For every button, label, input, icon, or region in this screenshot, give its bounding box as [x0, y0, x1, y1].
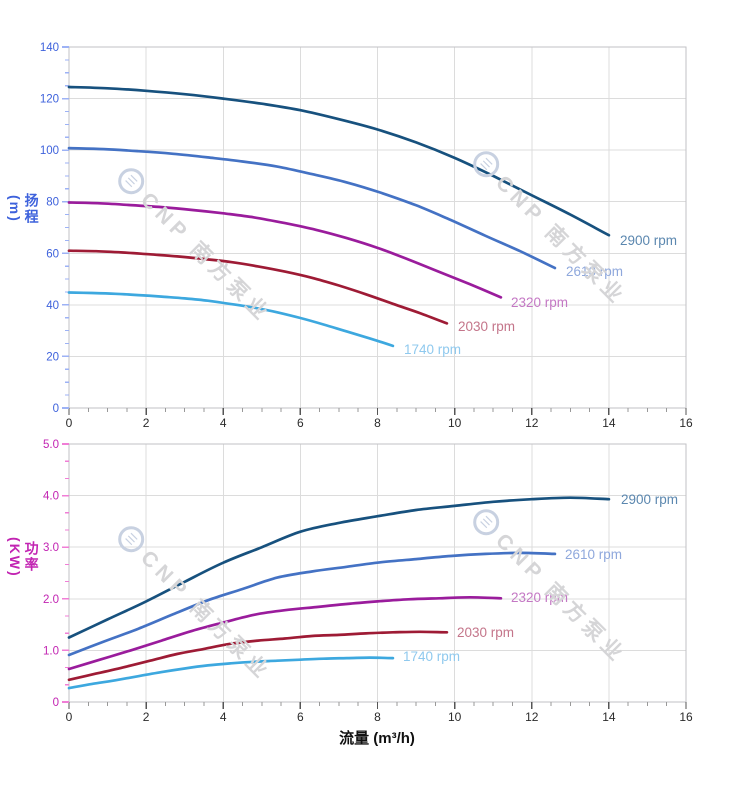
x-tick-label: 14: [602, 710, 616, 724]
x-tick-label: 8: [374, 710, 381, 724]
power-axis-title: 功率 (KW): [6, 537, 40, 578]
label-2900rpm-power: 2900 rpm: [621, 492, 678, 507]
label-2610rpm-head: 2610 rpm: [566, 264, 623, 279]
power-axis-title-cn: 功率: [23, 541, 40, 574]
label-1740rpm-head: 1740 rpm: [404, 342, 461, 357]
y-tick-label: 60: [46, 248, 59, 260]
y-tick-label: 140: [40, 42, 59, 54]
label-2030rpm-power: 2030 rpm: [457, 625, 514, 640]
y-tick-label: 0: [53, 403, 59, 415]
label-2030rpm-head: 2030 rpm: [458, 319, 515, 334]
y-tick-label: 2.0: [43, 594, 59, 606]
curve-2030rpm-power: [67, 630, 449, 682]
y-tick-label: 0: [53, 697, 59, 709]
head-axis-title-cn: 扬程: [23, 193, 40, 225]
curve-2320rpm-power: [67, 595, 503, 671]
x-tick-label: 6: [297, 416, 304, 430]
x-tick-label: 8: [374, 416, 381, 430]
y-tick-label: 40: [46, 300, 59, 312]
label-2320rpm-head: 2320 rpm: [511, 295, 568, 310]
x-tick-label: 16: [679, 416, 693, 430]
x-tick-label: 10: [448, 416, 462, 430]
x-tick-label: 4: [220, 710, 227, 724]
power-axis-unit: (KW): [6, 537, 23, 578]
curve-1740rpm-power: [67, 656, 395, 690]
y-tick-label: 100: [40, 145, 59, 157]
curve-2320rpm-head: [67, 201, 503, 299]
x-tick-label: 12: [525, 416, 539, 430]
label-2320rpm-power: 2320 rpm: [511, 590, 568, 605]
x-tick-label: 2: [143, 416, 150, 430]
curve-1740rpm-head: [67, 291, 395, 348]
y-tick-label: 120: [40, 94, 59, 106]
label-2610rpm-power: 2610 rpm: [565, 547, 622, 562]
curve-2610rpm-head: [67, 146, 557, 270]
y-tick-label: 5.0: [43, 439, 59, 451]
curve-2900rpm-power: [67, 496, 611, 639]
y-tick-label: 3.0: [43, 542, 59, 554]
label-1740rpm-power: 1740 rpm: [403, 649, 460, 664]
y-tick-label: 1.0: [43, 645, 59, 657]
x-tick-label: 4: [220, 416, 227, 430]
curve-2610rpm-power: [67, 551, 557, 657]
x-tick-label: 0: [66, 416, 73, 430]
x-tick-label: 6: [297, 710, 304, 724]
y-tick-label: 80: [46, 197, 59, 209]
y-tick-label: 4.0: [43, 491, 59, 503]
x-tick-label: 2: [143, 710, 150, 724]
head-axis-title: 扬程 (m): [6, 193, 40, 225]
x-tick-label: 10: [448, 710, 462, 724]
x-tick-label: 0: [66, 710, 73, 724]
curve-2900rpm-head: [67, 85, 611, 237]
x-tick-label: 14: [602, 416, 616, 430]
x-tick-label: 16: [679, 710, 693, 724]
flow-axis-title: 流量 (m³/h): [339, 730, 415, 747]
curve-2030rpm-head: [67, 249, 449, 325]
label-2900rpm-head: 2900 rpm: [620, 233, 677, 248]
head-axis-unit: (m): [6, 195, 23, 223]
x-tick-label: 12: [525, 710, 539, 724]
y-tick-label: 20: [46, 351, 59, 363]
